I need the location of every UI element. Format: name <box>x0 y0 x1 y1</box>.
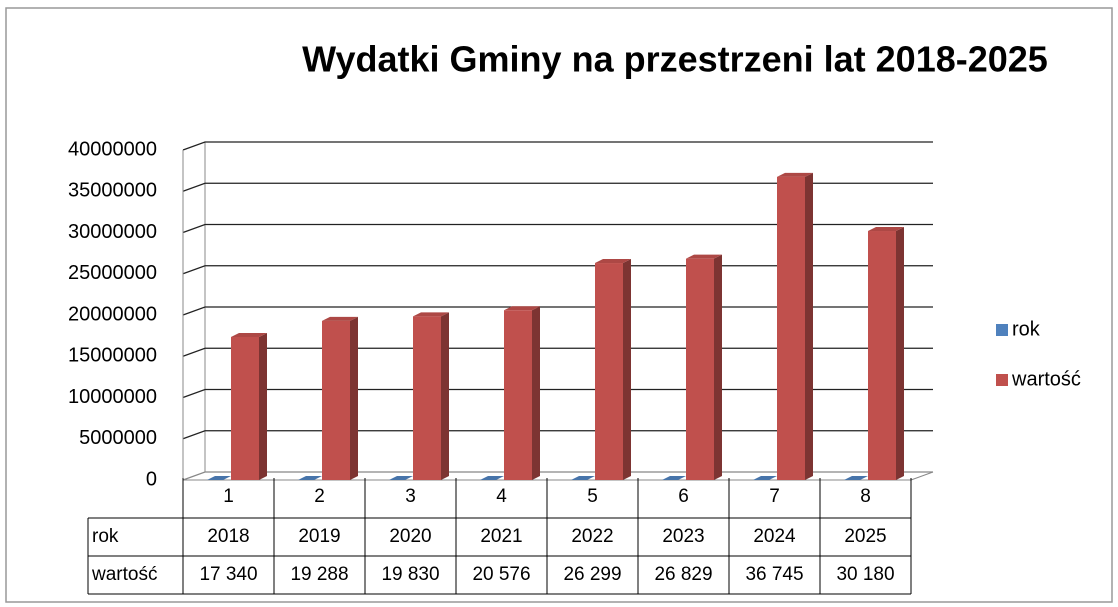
table-cell: 19 830 <box>381 564 439 585</box>
bar-side <box>496 475 504 480</box>
bar-top <box>207 475 231 480</box>
table-cell: 2021 <box>480 526 522 547</box>
bar-side <box>678 475 686 480</box>
bar-top <box>413 312 449 317</box>
x-tick-label: 8 <box>860 486 871 507</box>
table-cell: 17 340 <box>199 564 257 585</box>
x-tick-label: 4 <box>496 486 507 507</box>
bar-side <box>405 475 413 480</box>
table-cell: 2023 <box>662 526 704 547</box>
table-cell: 2018 <box>207 526 249 547</box>
bar-side <box>532 306 540 480</box>
bar-top <box>868 227 904 232</box>
y-tick-label: 30000000 <box>68 221 157 243</box>
legend-swatch <box>996 374 1008 386</box>
table-cell: 20 576 <box>472 564 530 585</box>
bar-top <box>844 475 868 480</box>
bar-top <box>777 172 813 177</box>
bar-side <box>314 475 322 480</box>
bar <box>686 258 714 480</box>
y-tick-label: 10000000 <box>68 386 157 408</box>
y-tick-label: 0 <box>146 468 157 490</box>
bar-side <box>223 475 231 480</box>
bar-side <box>896 227 904 480</box>
grid-line <box>182 182 933 192</box>
bar-side <box>769 475 777 480</box>
bar-top <box>504 306 540 311</box>
y-tick-label: 40000000 <box>68 138 157 160</box>
bar-side <box>441 312 449 480</box>
bar-top <box>298 475 322 480</box>
bar-top <box>480 475 504 480</box>
table-cell: 2024 <box>753 526 796 547</box>
table-row-label: rok <box>92 526 119 547</box>
x-tick-label: 2 <box>314 486 325 507</box>
bar-side <box>350 316 358 480</box>
table-cell: 2019 <box>298 526 340 547</box>
table-cell: 30 180 <box>836 564 894 585</box>
legend-label: wartość <box>1011 368 1081 390</box>
x-tick-label: 3 <box>405 486 416 507</box>
bar-side <box>259 332 267 480</box>
y-tick-label: 35000000 <box>68 180 157 202</box>
bar-top <box>662 475 686 480</box>
table-cell: 2020 <box>389 526 431 547</box>
chart-title: Wydatki Gminy na przestrzeni lat 2018-20… <box>302 39 1048 80</box>
bar-top <box>686 254 722 259</box>
table-row-label: wartość <box>91 564 157 585</box>
floor-right <box>910 471 934 481</box>
y-tick-label: 25000000 <box>68 262 157 284</box>
bar-side <box>714 254 722 480</box>
table-cell: 26 829 <box>654 564 712 585</box>
table-cell: 2022 <box>571 526 613 547</box>
bar <box>504 310 532 480</box>
x-tick-label: 6 <box>678 486 689 507</box>
bar <box>595 263 623 480</box>
y-tick-label: 15000000 <box>68 345 157 367</box>
chart-frame <box>5 7 1113 603</box>
legend-label: rok <box>1012 318 1041 340</box>
bar <box>868 231 896 480</box>
y-tick-label: 20000000 <box>68 303 157 325</box>
table-cell: 19 288 <box>290 564 348 585</box>
x-tick-label: 5 <box>587 486 598 507</box>
bar <box>777 176 805 480</box>
grid-line <box>182 223 933 234</box>
x-tick-label: 1 <box>223 486 234 507</box>
table-cell: 26 299 <box>563 564 621 585</box>
bar <box>231 336 259 480</box>
bar-side <box>860 475 868 480</box>
bar-top <box>231 332 267 337</box>
bar-top <box>322 316 358 321</box>
bar-top <box>753 475 777 480</box>
x-tick-label: 7 <box>769 486 780 507</box>
bar <box>322 320 350 480</box>
y-tick-label: 5000000 <box>79 427 157 449</box>
bar-top <box>571 475 595 480</box>
legend-swatch <box>996 324 1008 336</box>
table-cell: 2025 <box>844 526 886 547</box>
grid-line <box>182 141 933 151</box>
bar-top <box>389 475 413 480</box>
bar <box>413 316 441 480</box>
bar-top <box>595 259 631 264</box>
table-cell: 36 745 <box>745 564 803 585</box>
bar-side <box>587 475 595 480</box>
bar-side <box>623 259 631 480</box>
bar-side <box>805 172 813 480</box>
